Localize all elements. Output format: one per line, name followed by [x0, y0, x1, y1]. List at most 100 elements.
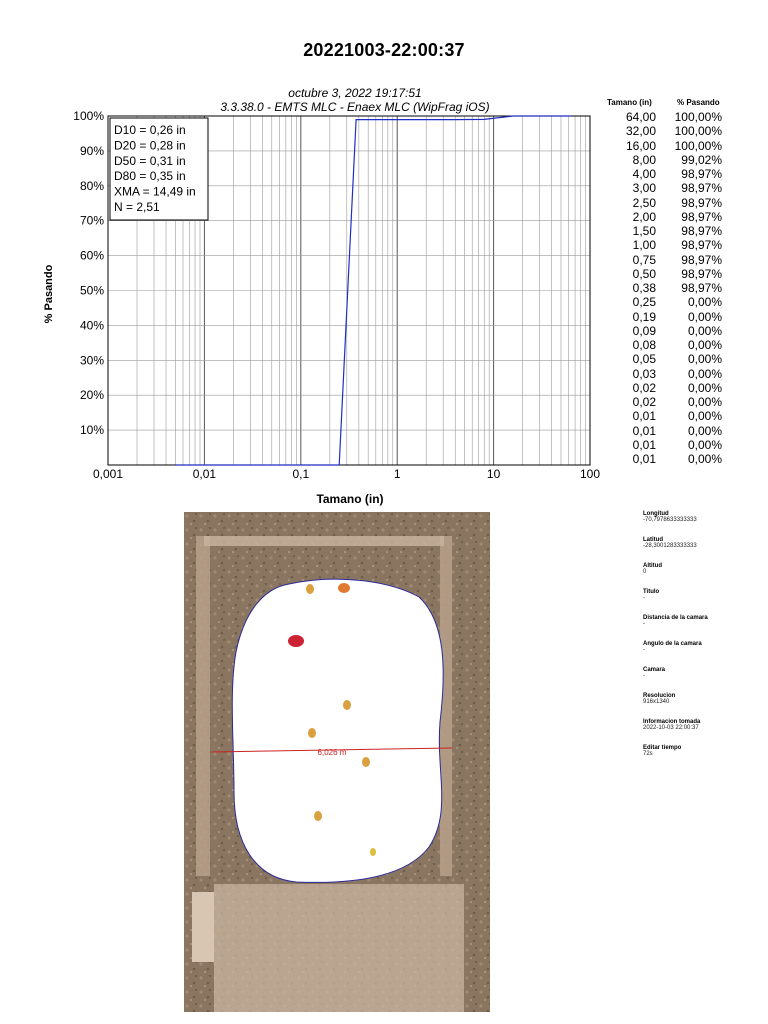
y-tick-label: 70%	[80, 214, 104, 228]
table-column-passing: 100,00% 100,00% 100,00% 99,02% 98,97% 98,97% 9…	[668, 110, 722, 466]
y-tick-label: 80%	[80, 179, 104, 193]
distribution-chart: 10%20%30%40%50%60%70%80%90%100% 0,001 0,0…	[73, 109, 600, 481]
meta-value: -	[643, 673, 645, 679]
table-cell-passing: 0,00%	[687, 366, 722, 381]
meta-label: Longitud	[643, 511, 669, 517]
y-tick-label: 100%	[73, 109, 104, 123]
table-cell-passing: 98,97%	[681, 266, 722, 281]
table-cell-passing: 0,00%	[687, 395, 722, 409]
rock	[362, 757, 370, 767]
table-cell-passing: 98,97%	[681, 209, 722, 224]
stats-box-frame	[109, 117, 209, 221]
table-header-passing: % Pasando	[677, 98, 720, 107]
x-tick-label: 1	[394, 467, 401, 481]
table-cell-size: 2,50	[632, 195, 656, 210]
table-cell-size: 4,00	[632, 167, 656, 181]
stat-line: XMA = 14,49 in	[114, 185, 196, 199]
x-tick-label: 100	[580, 467, 600, 481]
y-tick-label: 90%	[80, 144, 104, 158]
scale-line	[211, 747, 453, 753]
table-cell-passing: 0,00%	[687, 309, 722, 324]
x-axis-label: Tamano (in)	[316, 492, 384, 506]
y-tick-label: 60%	[80, 249, 104, 263]
table-cell-size: 0,01	[632, 423, 656, 438]
rock	[288, 635, 304, 647]
rock	[306, 584, 314, 594]
meta-label: Latitud	[643, 537, 663, 543]
table-cell-passing: 98,97%	[681, 181, 722, 196]
table-cell-size: 0,08	[632, 338, 656, 352]
meta-value: 72s	[643, 751, 653, 757]
table-cell-passing: 100,00%	[674, 110, 722, 124]
table-cell-passing: 0,00%	[687, 437, 722, 452]
x-tick-labels: 0,001 0,01 0,1 1 10 100	[93, 467, 600, 481]
table-cell-size: 1,00	[632, 238, 656, 253]
table-cell-size: 0,02	[632, 380, 656, 395]
table-cell-size: 3,00	[632, 181, 656, 196]
frame-bottom	[214, 884, 464, 1012]
table-cell-passing: 98,97%	[681, 252, 722, 267]
x-tick-label: 0,01	[193, 467, 217, 481]
table-cell-size: 0,25	[632, 295, 656, 310]
meta-label: Altitud	[643, 563, 662, 569]
plot-frame	[107, 115, 591, 466]
table-cell-size: 0,02	[632, 395, 656, 409]
y-tick-labels: 10% 20% 30% 40% 50% 60% 70% 80% 90% 100%	[73, 109, 104, 437]
stat-line: N = 2,51	[114, 200, 160, 214]
rock	[338, 583, 350, 593]
stat-line: D20 = 0,28 in	[114, 138, 186, 152]
table-cell-passing: 100,00%	[674, 138, 722, 153]
stat-line: D10 = 0,26 in	[114, 123, 186, 137]
table-cell-passing: 0,00%	[687, 452, 722, 466]
table-cell-passing: 0,00%	[687, 295, 722, 310]
meta-label: Distancia de la camara	[643, 615, 708, 621]
report-title: 20221003-22:00:37	[303, 40, 465, 60]
y-tick-label: 50%	[80, 284, 104, 298]
table-cell-passing: 98,97%	[681, 281, 722, 295]
table-cell-passing: 0,00%	[687, 323, 722, 338]
meta-value: -	[643, 621, 645, 627]
table-cell-size: 0,75	[632, 252, 656, 267]
table-cell-passing: 0,00%	[687, 352, 722, 367]
table-cell-passing: 100,00%	[674, 124, 722, 139]
table-cell-passing: 0,00%	[687, 423, 722, 438]
table-cell-size: 0,03	[632, 366, 656, 381]
rock	[314, 811, 322, 821]
table-cell-size: 1,50	[632, 224, 656, 238]
table-cell-size: 2,00	[632, 209, 656, 224]
stat-line: D50 = 0,31 in	[114, 154, 186, 168]
rock	[343, 700, 351, 710]
table-cell-size: 0,09	[632, 323, 656, 338]
frame-right	[440, 536, 452, 876]
x-tick-label: 0,001	[93, 467, 123, 481]
table-header-size: Tamano (in)	[607, 98, 652, 107]
table-column-size: 64,00 32,00 16,00 8,00 4,00 3,00 2,50 2,00 1,50 1…	[616, 110, 656, 466]
x-tick-label: 10	[487, 467, 501, 481]
table-cell-size: 16,00	[625, 138, 656, 153]
table-cell-passing: 99,02%	[681, 152, 722, 167]
y-tick-label: 10%	[80, 423, 104, 437]
table-cell-size: 0,19	[632, 309, 656, 324]
scale-label: 6,026 m	[318, 748, 347, 757]
y-tick-label: 30%	[80, 353, 104, 367]
meta-value: -70,7978633333333	[643, 517, 697, 523]
table-cell-passing: 98,97%	[681, 195, 722, 210]
stat-line: D80 = 0,35 in	[114, 169, 186, 183]
meta-label: Editar tiempo	[643, 745, 682, 751]
meta-value: -	[643, 595, 645, 601]
meta-label: Camara	[643, 667, 666, 673]
table-cell-size: 0,01	[632, 409, 656, 424]
passing-curve	[175, 115, 572, 466]
meta-value: 2022-10-03 22:00:37	[643, 725, 699, 731]
meta-label: Titulo	[643, 589, 660, 595]
fragment-photo: 6,026 m	[184, 512, 490, 1012]
y-tick-label: 20%	[80, 388, 104, 402]
rock	[370, 848, 376, 856]
table-cell-passing: 0,00%	[687, 409, 722, 424]
table-cell-size: 0,01	[632, 437, 656, 452]
table-cell-size: 8,00	[632, 152, 656, 167]
y-axis-label: % Pasando	[43, 264, 55, 324]
frame-top	[204, 536, 444, 546]
table-cell-size: 0,05	[632, 352, 656, 367]
chart-subtitle-date: octubre 3, 2022 19:17:51	[288, 86, 422, 100]
